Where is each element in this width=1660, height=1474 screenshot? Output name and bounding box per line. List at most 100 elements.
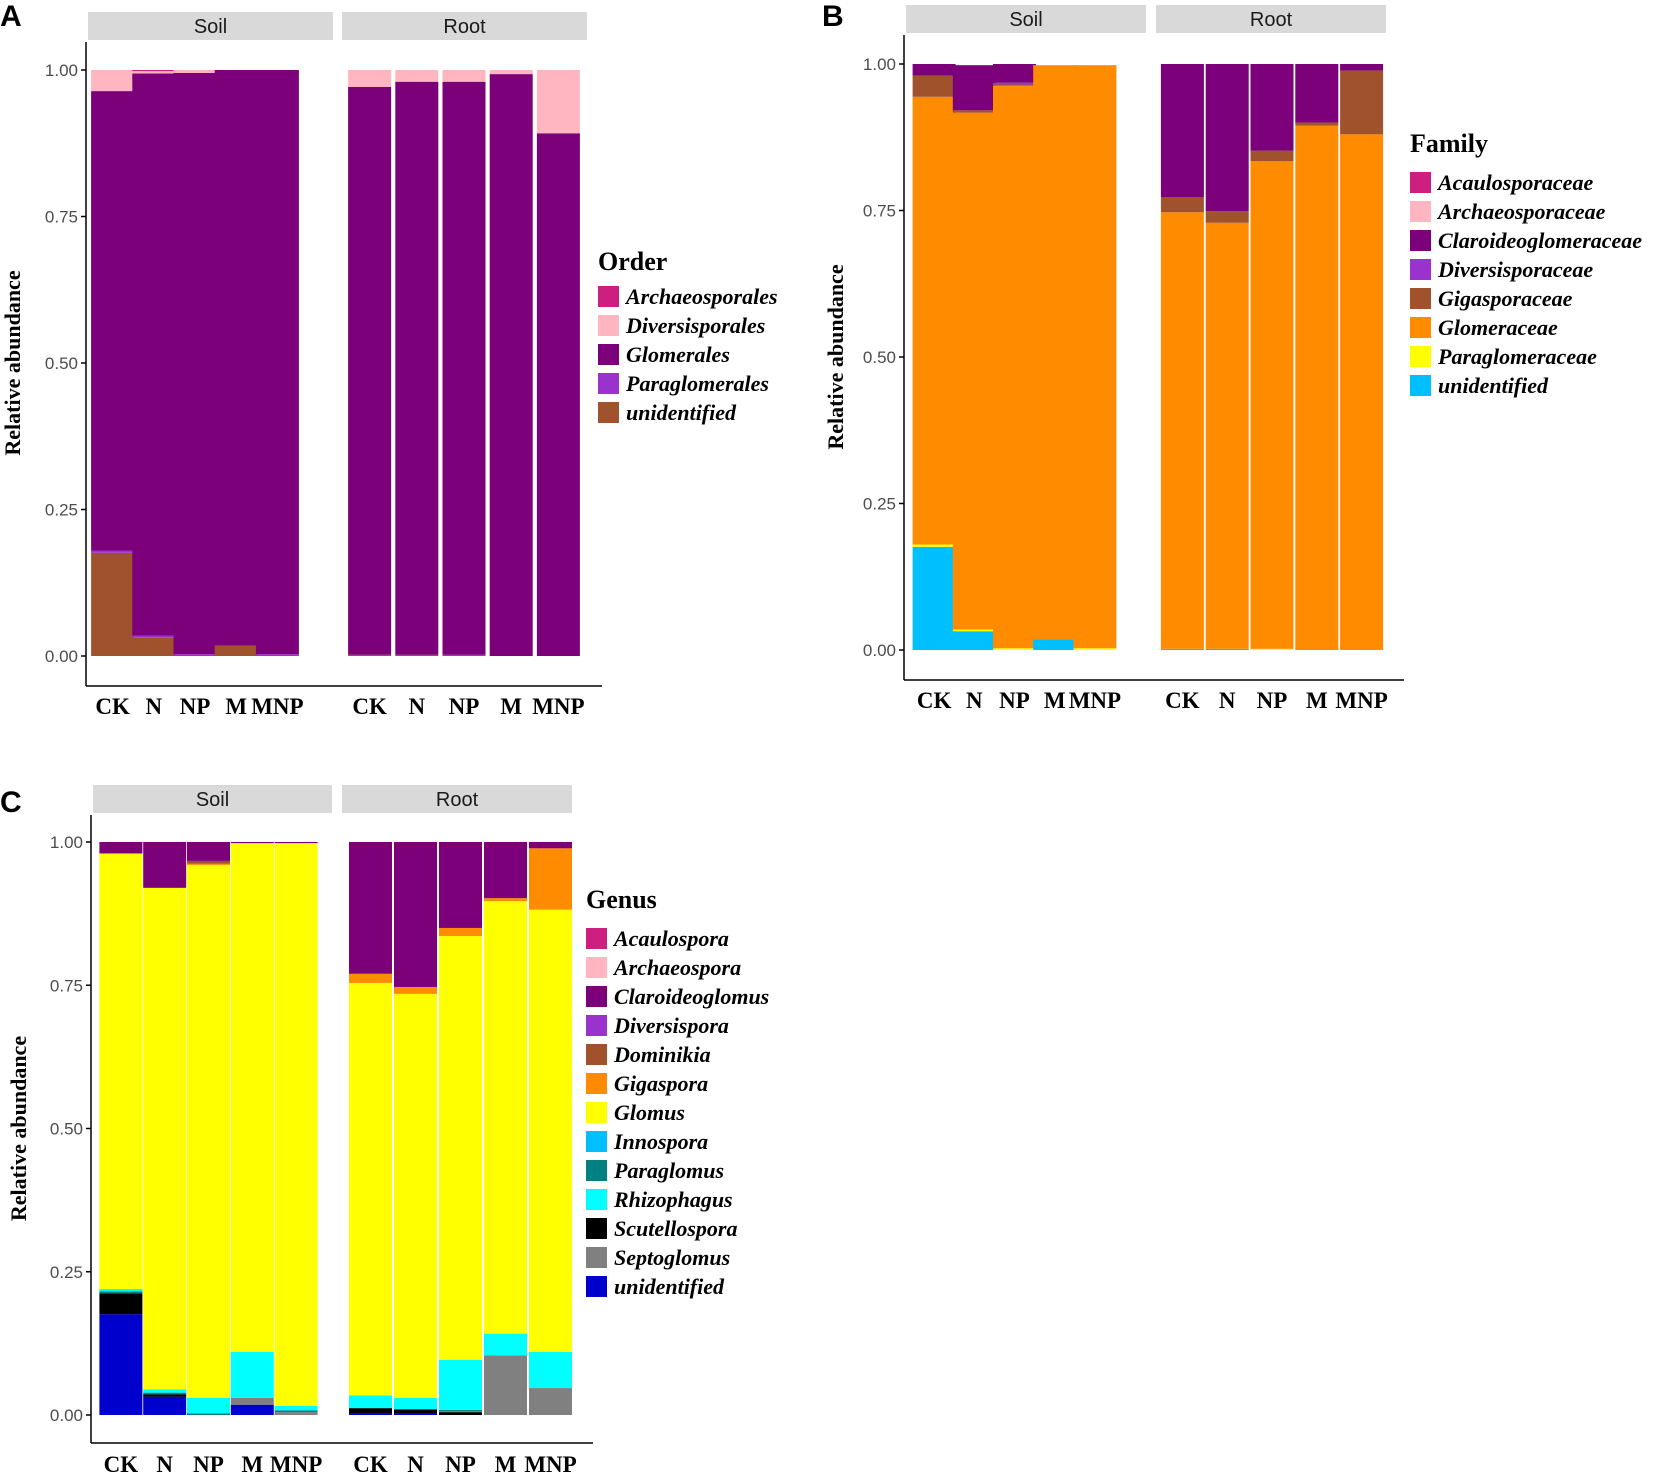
legend-swatch [1410,259,1431,280]
bar-segment-paraglomerales [173,654,217,656]
bar-segment-glomus [274,843,318,1406]
legend-label: Scutellospora [614,1216,737,1241]
bar-segment-paraglomus [439,1409,482,1411]
legend-label: Glomerales [626,342,730,367]
bar-segment-gigaspora [439,927,482,936]
bar-segment-glomus [143,887,187,1390]
bar-segment-unidentified [132,637,176,656]
legend-label: Diversispora [613,1013,729,1038]
bar-segment-gigaspora [484,898,527,902]
bar-segment-unidentified [143,1396,187,1415]
bar-segment-unidentified [91,552,135,656]
x-tick-label: NP [449,694,480,719]
bar-segment-rhizophagus [187,1397,230,1414]
bar-segment-glomerales [536,133,580,657]
facet-strip [93,785,332,813]
bar-segment-gigaspora [529,848,572,910]
bar-segment-claroideoglomus [529,842,572,849]
x-tick-label: MNP [1335,688,1387,713]
bar-segment-claroideoglomus [484,842,527,899]
bar-segment-diversisporales [132,71,176,74]
bar-segment-claroideoglomeraceae [952,65,996,111]
bar-segment-gigaspora [394,986,437,994]
bar-segment-unidentified [952,631,996,650]
legend-title: Genus [586,885,657,914]
bar-segment-gigasporaceae [1160,197,1204,213]
facet-label: Soil [1009,9,1042,31]
bar-segment-scutellospora [394,1409,437,1414]
legend-label: unidentified [614,1274,725,1299]
bar-segment-rhizophagus [484,1333,527,1356]
facet-label: Root [443,16,486,38]
bar-segment-paraglomerales [91,550,135,553]
bar-segment-claroideoglomeraceae [1205,64,1249,212]
x-tick-label: NP [999,688,1030,713]
bar-segment-glomerales [132,73,176,636]
bar-segment-claroideoglomeraceae [1160,64,1204,198]
bar-segment-paraglomus [274,1410,318,1413]
x-tick-label: M [500,694,522,719]
legend-swatch [586,1044,607,1065]
bar-segment-scutellospora [439,1412,482,1415]
bar-segment-glomus [187,864,230,1398]
panel-letter: A [0,0,22,33]
bar-segment-scutellospora [143,1394,187,1397]
legend-label: Paraglomus [613,1158,724,1183]
bar-segment-archaeosporales [132,70,176,72]
bar-segment-rhizophagus [439,1359,482,1410]
y-tick-label: 0.00 [45,647,78,666]
legend-swatch [586,1189,607,1210]
legend-swatch [1410,288,1431,309]
bar-segment-unidentified [1205,648,1249,650]
x-tick-label: MNP [524,1452,576,1474]
facet-strip [342,785,572,813]
legend-swatch [1410,201,1431,222]
bar-segment-claroideoglomus [230,842,274,844]
bar-segment-diversisporales [489,70,533,75]
y-tick-label: 0.75 [45,208,78,227]
legend-swatch [598,286,619,307]
y-tick-label: 0.00 [50,1406,83,1425]
y-tick-label: 1.00 [50,833,83,852]
legend-swatch [1410,317,1431,338]
bar-segment-claroideoglomus [143,842,187,888]
bar-segment-unidentified [1033,639,1077,650]
bar-segment-claroideoglomus [99,842,143,854]
bar-segment-diversisporales [536,70,580,134]
bar-segment-glomeraceae [952,112,996,630]
bar-segment-rhizophagus [529,1351,572,1389]
y-tick-label: 0.25 [50,1263,83,1282]
legend-swatch [1410,172,1431,193]
facet-strip [1156,5,1386,33]
bar-segment-paraglomerales [255,654,299,656]
legend-swatch [598,402,619,423]
legend-label: Claroideoglomus [614,984,769,1009]
bar-segment-gigaspora [349,973,392,983]
x-tick-label: MNP [1069,688,1121,713]
bar-segment-paraglomus [187,1413,230,1415]
legend-swatch [598,344,619,365]
x-tick-label: N [408,694,425,719]
bar-segment-septoglomus [529,1388,572,1415]
x-tick-label: CK [917,688,952,713]
y-tick-label: 0.25 [45,501,78,520]
legend-label: Diversisporales [625,313,765,338]
legend-swatch [598,373,619,394]
legend-label: Paraglomeraceae [1437,344,1597,369]
legend-swatch [586,1131,607,1152]
x-tick-label: MNP [251,694,303,719]
bar-segment-glomerales [91,91,135,551]
bar-segment-unidentified [394,1413,437,1415]
x-tick-label: N [966,688,983,713]
bar-segment-unidentified [912,546,956,650]
bar-segment-glomus [394,993,437,1398]
bar-segment-glomerales [442,81,486,655]
bar-segment-claroideoglomeraceae [912,64,956,76]
legend-title: Family [1410,129,1488,158]
legend-label: Gigasporaceae [1438,286,1573,311]
facet-label: Root [436,789,479,811]
x-tick-label: CK [1165,688,1200,713]
legend-label: Acaulospora [612,926,729,951]
bar-segment-diversisporales [395,70,439,82]
x-tick-label: CK [353,1452,388,1474]
